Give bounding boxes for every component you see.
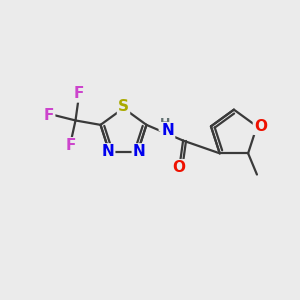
Text: O: O bbox=[254, 119, 267, 134]
Text: N: N bbox=[133, 144, 146, 159]
Text: F: F bbox=[66, 138, 76, 153]
Text: S: S bbox=[118, 99, 129, 114]
Text: N: N bbox=[101, 144, 114, 159]
Text: F: F bbox=[73, 86, 84, 101]
Text: O: O bbox=[172, 160, 185, 175]
Text: F: F bbox=[44, 108, 54, 123]
Text: N: N bbox=[161, 123, 174, 138]
Text: H: H bbox=[160, 117, 170, 130]
